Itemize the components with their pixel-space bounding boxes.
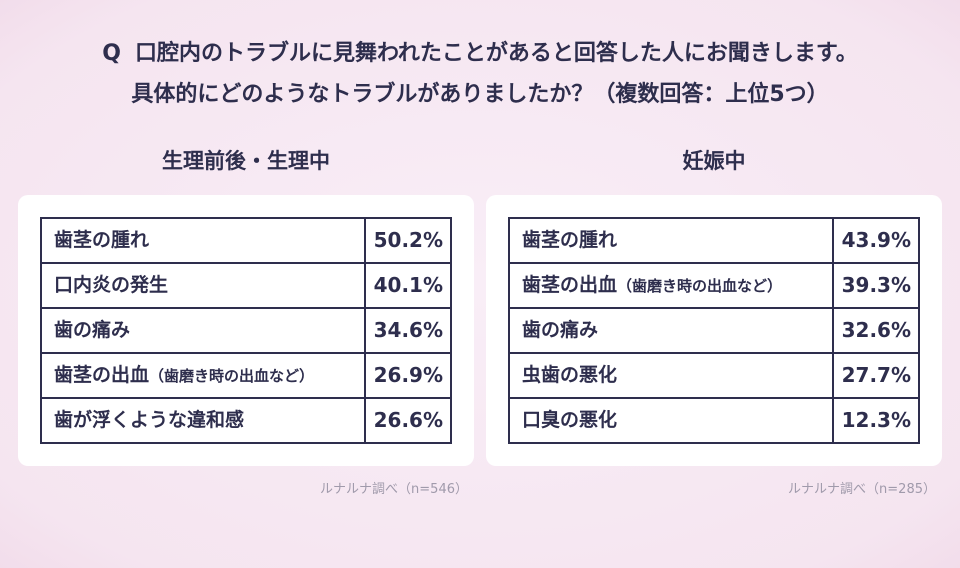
row-label-note: （歯磨き時の出血など） — [617, 277, 783, 295]
row-value: 32.6% — [832, 307, 920, 355]
row-label-cell: 歯が浮くような違和感 — [40, 397, 366, 445]
row-label: 歯茎の腫れ — [522, 229, 618, 251]
question-line2-text: 具体的にどのようなトラブルがありましたか？（複数回答：上位5つ） — [131, 81, 829, 107]
question-line1-text: 口腔内のトラブルに見舞われたことがあると回答した人にお聞きします。 — [135, 41, 858, 66]
row-label-cell: 歯茎の腫れ — [40, 217, 366, 265]
table-row: 歯が浮くような違和感 26.6% — [40, 397, 452, 445]
table-row: 虫歯の悪化 27.7% — [508, 352, 920, 400]
table-row: 歯茎の出血（歯磨き時の出血など） 39.3% — [508, 262, 920, 310]
row-value: 12.3% — [832, 397, 920, 445]
row-label: 歯の痛み — [522, 319, 599, 341]
row-label-cell: 歯茎の出血（歯磨き時の出血など） — [40, 352, 366, 400]
pregnancy-card: 歯茎の腫れ 43.9% 歯茎の出血（歯磨き時の出血など） 39.3% 歯の痛み … — [486, 195, 942, 467]
table-row: 口内炎の発生 40.1% — [40, 262, 452, 310]
row-value: 34.6% — [364, 307, 452, 355]
pregnancy-section: 妊娠中 歯茎の腫れ 43.9% 歯茎の出血（歯磨き時の出血など） 39.3% — [486, 145, 942, 497]
row-value: 43.9% — [832, 217, 920, 265]
table-row: 歯の痛み 32.6% — [508, 307, 920, 355]
row-label-cell: 口内炎の発生 — [40, 262, 366, 310]
pregnancy-table: 歯茎の腫れ 43.9% 歯茎の出血（歯磨き時の出血など） 39.3% 歯の痛み … — [508, 217, 920, 445]
row-label: 歯茎の出血 — [54, 364, 150, 386]
row-label: 歯の痛み — [54, 319, 131, 341]
row-label: 歯茎の腫れ — [54, 229, 150, 251]
question-line-1: Q 口腔内のトラブルに見舞われたことがあると回答した人にお聞きします。 — [0, 34, 960, 75]
row-value: 50.2% — [364, 217, 452, 265]
row-label: 口臭の悪化 — [522, 409, 618, 431]
row-value: 27.7% — [832, 352, 920, 400]
table-row: 歯茎の腫れ 50.2% — [40, 217, 452, 265]
row-label-cell: 口臭の悪化 — [508, 397, 834, 445]
row-label: 虫歯の悪化 — [522, 364, 618, 386]
source-note-pregnancy: ルナルナ調べ（n=285） — [788, 482, 936, 498]
row-label: 口内炎の発生 — [54, 274, 169, 296]
row-value: 40.1% — [364, 262, 452, 310]
table-row: 歯の痛み 34.6% — [40, 307, 452, 355]
source-note-menstruation: ルナルナ調べ（n=546） — [320, 482, 468, 498]
table-title-menstruation: 生理前後・生理中 — [162, 149, 330, 174]
table-row: 歯茎の出血（歯磨き時の出血など） 26.9% — [40, 352, 452, 400]
row-label-cell: 歯茎の腫れ — [508, 217, 834, 265]
row-label-cell: 虫歯の悪化 — [508, 352, 834, 400]
menstruation-table: 歯茎の腫れ 50.2% 口内炎の発生 40.1% 歯の痛み 34.6% 歯茎 — [40, 217, 452, 445]
tables-container: 生理前後・生理中 歯茎の腫れ 50.2% 口内炎の発生 40.1% 歯の痛み — [0, 145, 960, 497]
row-label: 歯が浮くような違和感 — [54, 409, 245, 431]
menstruation-section: 生理前後・生理中 歯茎の腫れ 50.2% 口内炎の発生 40.1% 歯の痛み — [18, 145, 474, 497]
question-q-prefix: Q — [102, 41, 121, 66]
table-row: 口臭の悪化 12.3% — [508, 397, 920, 445]
row-label-cell: 歯の痛み — [508, 307, 834, 355]
question-title: Q 口腔内のトラブルに見舞われたことがあると回答した人にお聞きします。 具体的にど… — [0, 0, 960, 115]
row-value: 26.9% — [364, 352, 452, 400]
menstruation-card: 歯茎の腫れ 50.2% 口内炎の発生 40.1% 歯の痛み 34.6% 歯茎 — [18, 195, 474, 467]
table-row: 歯茎の腫れ 43.9% — [508, 217, 920, 265]
row-value: 26.6% — [364, 397, 452, 445]
row-value: 39.3% — [832, 262, 920, 310]
row-label: 歯茎の出血 — [522, 274, 618, 296]
table-title-pregnancy: 妊娠中 — [682, 149, 746, 174]
row-label-cell: 歯の痛み — [40, 307, 366, 355]
row-label-note: （歯磨き時の出血など） — [149, 367, 315, 385]
row-label-cell: 歯茎の出血（歯磨き時の出血など） — [508, 262, 834, 310]
